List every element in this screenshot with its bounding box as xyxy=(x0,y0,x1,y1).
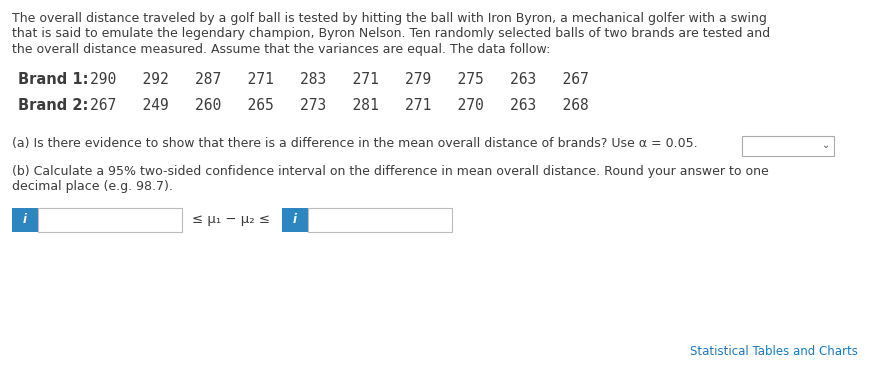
Text: Brand 2:: Brand 2: xyxy=(18,99,89,113)
FancyBboxPatch shape xyxy=(282,208,308,231)
Text: that is said to emulate the legendary champion, Byron Nelson. Ten randomly selec: that is said to emulate the legendary ch… xyxy=(12,28,769,40)
FancyBboxPatch shape xyxy=(38,208,182,231)
Text: ≤ μ₁ − μ₂ ≤: ≤ μ₁ − μ₂ ≤ xyxy=(192,213,269,226)
Text: Statistical Tables and Charts: Statistical Tables and Charts xyxy=(689,345,857,358)
Text: (a) Is there evidence to show that there is a difference in the mean overall dis: (a) Is there evidence to show that there… xyxy=(12,137,697,149)
Text: i: i xyxy=(293,213,296,226)
Text: Brand 1:: Brand 1: xyxy=(18,72,89,88)
Text: decimal place (e.g. 98.7).: decimal place (e.g. 98.7). xyxy=(12,180,173,193)
Text: 267   249   260   265   273   281   271   270   263   268: 267 249 260 265 273 281 271 270 263 268 xyxy=(90,99,588,113)
Text: (b) Calculate a 95% two-sided confidence interval on the difference in mean over: (b) Calculate a 95% two-sided confidence… xyxy=(12,164,768,177)
Text: 290   292   287   271   283   271   279   275   263   267: 290 292 287 271 283 271 279 275 263 267 xyxy=(90,72,588,88)
Text: i: i xyxy=(23,213,27,226)
Text: ⌄: ⌄ xyxy=(821,141,829,151)
FancyBboxPatch shape xyxy=(12,208,38,231)
FancyBboxPatch shape xyxy=(741,135,833,156)
Text: The overall distance traveled by a golf ball is tested by hitting the ball with : The overall distance traveled by a golf … xyxy=(12,12,766,25)
Text: the overall distance measured. Assume that the variances are equal. The data fol: the overall distance measured. Assume th… xyxy=(12,43,550,56)
FancyBboxPatch shape xyxy=(308,208,452,231)
